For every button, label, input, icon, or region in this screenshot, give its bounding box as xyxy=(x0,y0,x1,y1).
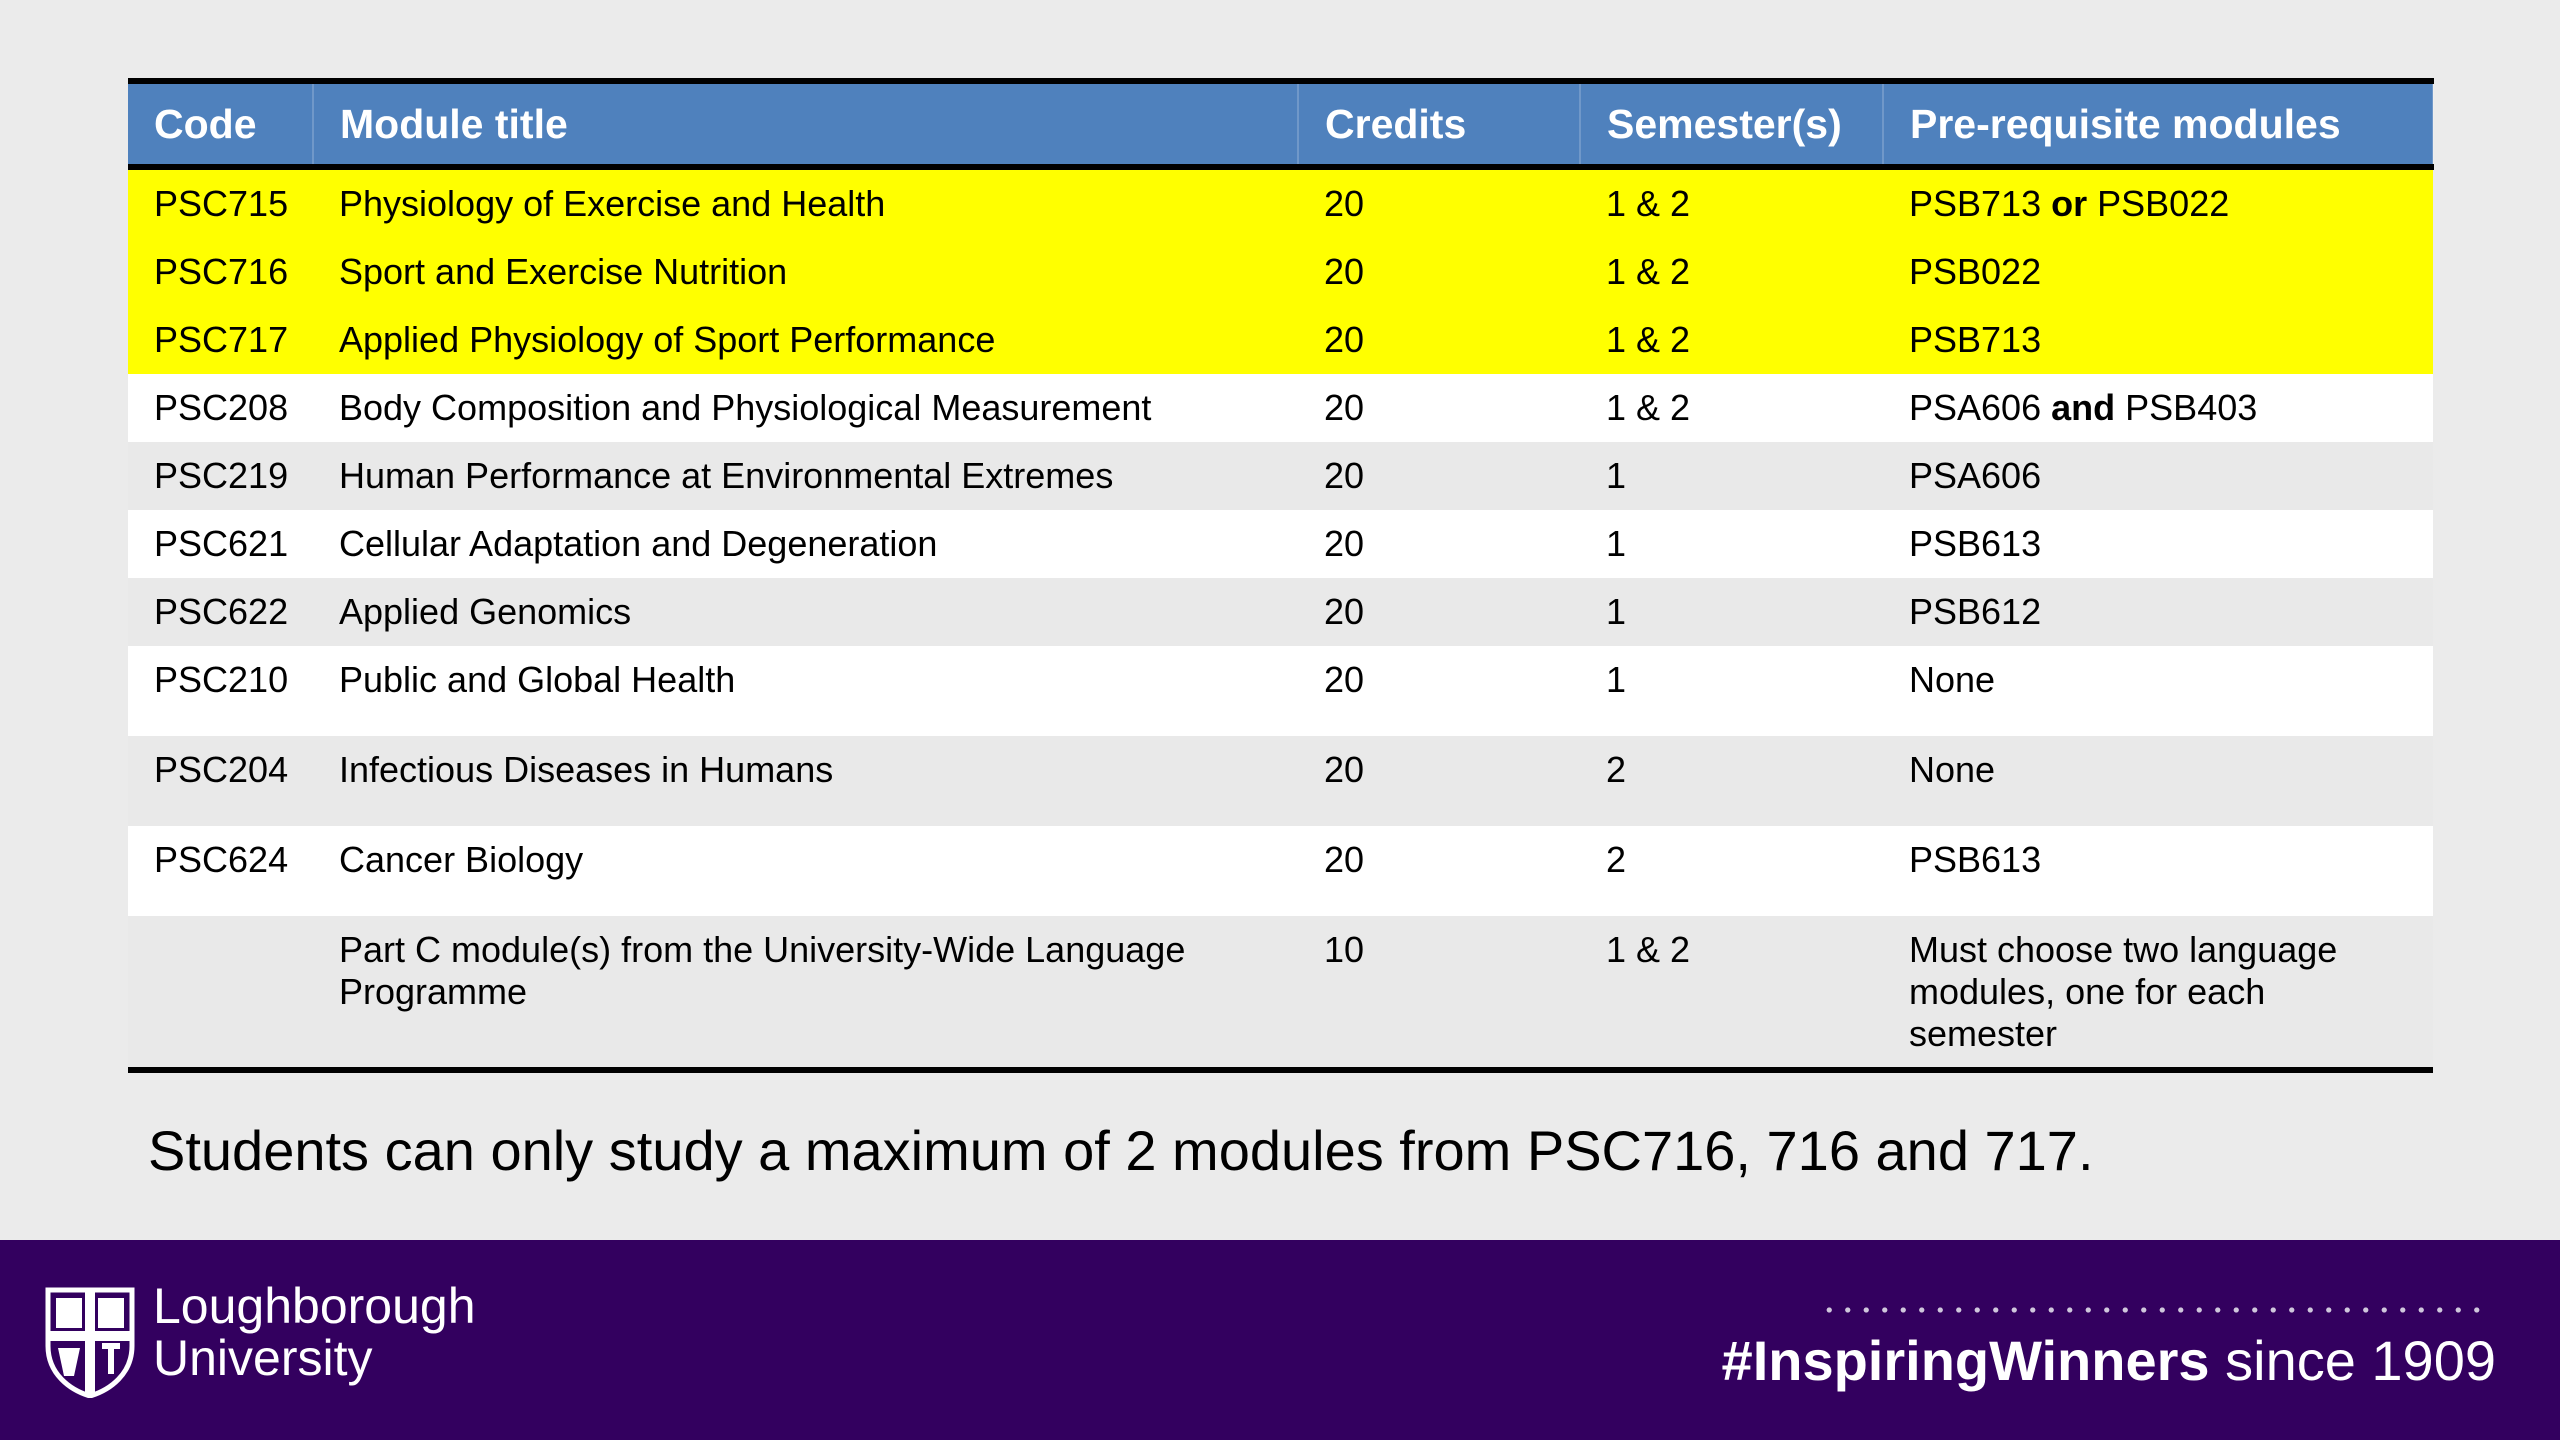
university-crest-icon xyxy=(45,1287,135,1398)
cell-code xyxy=(128,916,313,1070)
hashtag: #InspiringWinners xyxy=(1721,1329,2210,1392)
logo-line-2: University xyxy=(153,1330,373,1386)
cell-title: Cellular Adaptation and Degeneration xyxy=(339,523,938,564)
cell-credits: 20 xyxy=(1324,251,1365,292)
prereq-b: PSB022 xyxy=(2097,183,2230,224)
cell-credits: 20 xyxy=(1324,749,1365,790)
cell-title: Applied Physiology of Sport Performance xyxy=(339,319,996,360)
cell-semester: 1 xyxy=(1606,659,1627,700)
cell-code: PSC219 xyxy=(154,455,289,496)
prereq-b: PSB403 xyxy=(2125,387,2258,428)
cell-title: Human Performance at Environmental Extre… xyxy=(339,455,1114,496)
cell-title: Public and Global Health xyxy=(339,659,736,700)
prereq-a: PSB713 xyxy=(1909,183,2042,224)
cell-credits: 20 xyxy=(1324,387,1365,428)
cell-title: Infectious Diseases in Humans xyxy=(339,749,834,790)
cell-code: PSC717 xyxy=(154,319,289,360)
cell-prereq: PSB613 xyxy=(1909,839,2042,880)
table-row: PSC208 Body Composition and Physiologica… xyxy=(128,374,2433,442)
cell-code: PSC210 xyxy=(154,659,289,700)
cell-prereq: PSA606 and PSB403 xyxy=(1883,374,2433,442)
cell-code: PSC204 xyxy=(154,749,289,790)
table-row: PSC717 Applied Physiology of Sport Perfo… xyxy=(128,306,2433,374)
cell-title: Body Composition and Physiological Measu… xyxy=(339,387,1152,428)
cell-title: Part C module(s) from the University-Wid… xyxy=(339,929,1186,1012)
cell-code: PSC716 xyxy=(154,251,289,292)
university-logo-text: Loughborough University xyxy=(153,1280,476,1384)
cell-credits: 20 xyxy=(1324,455,1365,496)
cell-code: PSC208 xyxy=(154,387,289,428)
cell-code: PSC622 xyxy=(154,591,289,632)
table-row: PSC621 Cellular Adaptation and Degenerat… xyxy=(128,510,2433,578)
cell-semester: 1 & 2 xyxy=(1606,251,1691,292)
header-prerequisites: Pre-requisite modules xyxy=(1883,81,2434,170)
cell-semester: 1 xyxy=(1606,455,1627,496)
cell-credits: 20 xyxy=(1324,183,1365,224)
cell-semester: 1 xyxy=(1606,523,1627,564)
cell-semester: 1 xyxy=(1606,591,1627,632)
table-row: PSC204 Infectious Diseases in Humans 20 … xyxy=(128,736,2433,826)
cell-prereq: PSB022 xyxy=(1909,251,2042,292)
study-limit-note: Students can only study a maximum of 2 m… xyxy=(148,1119,2094,1182)
cell-prereq: None xyxy=(1909,749,1996,790)
cell-credits: 20 xyxy=(1324,659,1365,700)
table-row: Part C module(s) from the University-Wid… xyxy=(128,916,2433,1070)
cell-semester: 1 & 2 xyxy=(1606,929,1691,970)
prereq-join: or xyxy=(2051,183,2088,224)
cell-prereq: PSB713 xyxy=(1909,319,2042,360)
cell-credits: 20 xyxy=(1324,319,1365,360)
cell-title: Cancer Biology xyxy=(339,839,584,880)
cell-semester: 1 & 2 xyxy=(1606,319,1691,360)
cell-code: PSC624 xyxy=(154,839,289,880)
cell-title: Applied Genomics xyxy=(339,591,632,632)
cell-prereq: PSB713 or PSB022 xyxy=(1883,167,2433,238)
modules-table-container: Code Module title Credits Semester(s) Pr… xyxy=(128,78,2434,1073)
cell-semester: 1 & 2 xyxy=(1606,183,1691,224)
prereq-a: PSA606 xyxy=(1909,387,2042,428)
table-row: PSC622 Applied Genomics 20 1 PSB612 xyxy=(128,578,2433,646)
cell-semester: 1 & 2 xyxy=(1606,387,1691,428)
prereq-join: and xyxy=(2051,387,2116,428)
cell-prereq: PSB612 xyxy=(1909,591,2042,632)
table-row: PSC219 Human Performance at Environmenta… xyxy=(128,442,2433,510)
logo-line-1: Loughborough xyxy=(153,1278,476,1334)
tagline: #InspiringWinners since 1909 xyxy=(1722,1328,2496,1393)
modules-table: Code Module title Credits Semester(s) Pr… xyxy=(128,78,2434,1073)
header-module-title: Module title xyxy=(313,81,1299,170)
cell-prereq: Must choose two language modules, one fo… xyxy=(1909,929,2338,1054)
table-row: PSC624 Cancer Biology 20 2 PSB613 xyxy=(128,826,2433,916)
table-row: PSC210 Public and Global Health 20 1 Non… xyxy=(128,646,2433,736)
since-text: since 1909 xyxy=(2209,1329,2496,1392)
table-row: PSC715 Physiology of Exercise and Health… xyxy=(128,167,2433,238)
header-credits: Credits xyxy=(1298,81,1581,170)
cell-code: PSC715 xyxy=(154,183,289,224)
cell-credits: 20 xyxy=(1324,591,1365,632)
cell-prereq: None xyxy=(1909,659,1996,700)
header-semesters: Semester(s) xyxy=(1580,81,1884,170)
cell-semester: 2 xyxy=(1606,839,1627,880)
table-header-row: Code Module title Credits Semester(s) Pr… xyxy=(128,81,2434,170)
cell-semester: 2 xyxy=(1606,749,1627,790)
dotted-divider xyxy=(1820,1306,2492,1314)
cell-title: Sport and Exercise Nutrition xyxy=(339,251,788,292)
header-code: Code xyxy=(128,81,314,170)
footer-bar: Loughborough University #InspiringWinner… xyxy=(0,1240,2560,1440)
cell-prereq: PSA606 xyxy=(1909,455,2042,496)
cell-credits: 20 xyxy=(1324,523,1365,564)
cell-credits: 10 xyxy=(1324,929,1365,970)
cell-title: Physiology of Exercise and Health xyxy=(339,183,886,224)
cell-credits: 20 xyxy=(1324,839,1365,880)
table-row: PSC716 Sport and Exercise Nutrition 20 1… xyxy=(128,238,2433,306)
cell-code: PSC621 xyxy=(154,523,289,564)
cell-prereq: PSB613 xyxy=(1909,523,2042,564)
